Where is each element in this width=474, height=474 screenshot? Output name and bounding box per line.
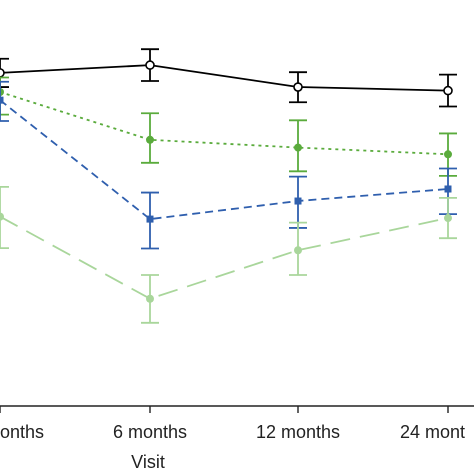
error-bar xyxy=(0,80,9,122)
series-3 xyxy=(0,80,457,250)
data-point xyxy=(293,82,303,92)
x-tick-label: 6 months xyxy=(113,422,187,442)
data-point xyxy=(145,60,155,70)
x-tick-label: onths xyxy=(0,422,44,442)
data-point xyxy=(444,185,452,193)
error-bar xyxy=(0,76,9,116)
series-3-line xyxy=(0,99,449,221)
x-tick-label: 12 months xyxy=(256,422,340,442)
data-point xyxy=(146,135,154,144)
x-tick-layer: onths 6 months 12 months 24 mont xyxy=(0,406,465,442)
data-point xyxy=(0,68,5,78)
data-point xyxy=(0,88,4,97)
data-point xyxy=(294,143,302,152)
x-axis-title: Visit xyxy=(131,452,165,472)
series-4-line xyxy=(0,215,449,300)
error-bar xyxy=(0,185,9,250)
series-4 xyxy=(0,185,457,324)
series-1 xyxy=(0,48,457,108)
data-point xyxy=(146,294,154,303)
data-point xyxy=(294,197,302,205)
error-bar xyxy=(0,57,9,88)
data-point xyxy=(443,85,453,96)
x-tick-label: 24 mont xyxy=(400,422,465,442)
data-point xyxy=(294,246,302,255)
data-point xyxy=(146,215,154,223)
series-2 xyxy=(0,76,457,177)
series-2-line xyxy=(0,91,449,156)
data-point xyxy=(444,150,452,159)
data-point xyxy=(0,212,4,221)
series-layer xyxy=(0,48,457,324)
series-1-line xyxy=(0,64,449,92)
data-point xyxy=(444,214,452,223)
data-point xyxy=(0,96,4,104)
